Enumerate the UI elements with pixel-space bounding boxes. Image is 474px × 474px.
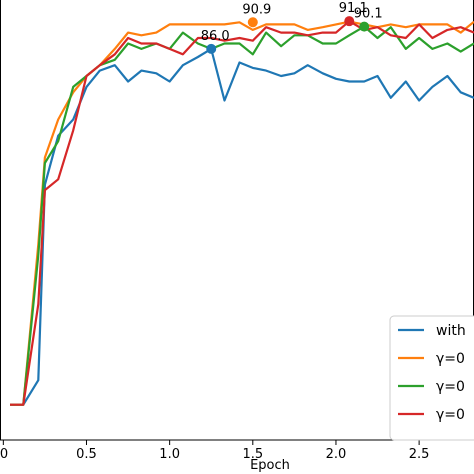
- x-tick-label-1: 0.5: [76, 447, 97, 462]
- legend: with γ=0 γ=0 γ=0: [389, 315, 474, 441]
- legend-label-2: γ=0: [436, 379, 465, 395]
- annotation-label-0: 86.0: [201, 29, 230, 44]
- annotation-marker-3: [359, 21, 370, 32]
- annotation-marker-1: [247, 17, 258, 28]
- x-tick-label-0: 0: [0, 447, 8, 462]
- x-axis: 0 0.5 1.0 1.5 2.0 2.5: [0, 440, 429, 462]
- annotation-marker-2: [344, 16, 355, 27]
- x-tick-label-2: 1.0: [159, 447, 180, 462]
- series-layer: [10, 20, 474, 406]
- x-tick-label-4: 2.0: [326, 447, 347, 462]
- annotation-label-1: 90.9: [242, 2, 271, 17]
- series-line-1: [10, 20, 474, 406]
- x-axis-label: Epoch: [250, 458, 290, 473]
- legend-box: [389, 315, 474, 441]
- legend-label-3: γ=0: [436, 407, 465, 423]
- legend-label-1: γ=0: [436, 351, 465, 367]
- series-line-2: [10, 25, 474, 406]
- series-line-3: [10, 20, 474, 406]
- annotation-layer: 86.0 90.9 91.190.1: [201, 1, 383, 54]
- annotation-label-3: 90.1: [354, 7, 383, 22]
- annotation-marker-0: [206, 43, 217, 54]
- annotation-label-2: 91.1: [339, 1, 368, 16]
- x-tick-label-5: 2.5: [409, 447, 430, 462]
- legend-label-0: with: [436, 323, 466, 339]
- x-tick-label-3: 1.5: [242, 447, 263, 462]
